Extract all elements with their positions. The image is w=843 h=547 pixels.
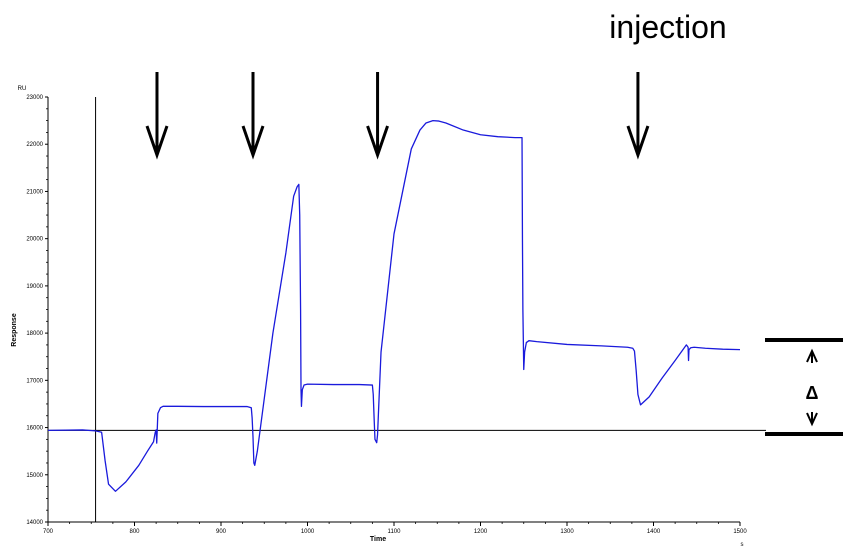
x-tick-label: 1000: [301, 529, 315, 535]
y-tick-label: 19000: [26, 284, 43, 290]
arrow-head: [626, 125, 650, 160]
x-tick-label: 1100: [388, 529, 402, 535]
x-tick-label: 1400: [647, 529, 661, 535]
x-tick-label: 1500: [733, 529, 747, 535]
arrow-head: [366, 125, 389, 160]
y-axis-title: Response: [11, 313, 18, 347]
injection-arrows: [145, 72, 650, 160]
down-arrow-icon: [626, 72, 650, 160]
x-unit-label: s: [741, 542, 744, 547]
y-tick-label: 18000: [26, 331, 43, 337]
axes-group: [47, 97, 740, 523]
y-tick-label: 16000: [26, 426, 43, 432]
x-tick-label: 800: [129, 529, 140, 535]
y-tick-label: 20000: [26, 237, 43, 243]
reference-lines: [48, 97, 766, 522]
down-arrow-icon: [145, 72, 169, 160]
y-tick-label: 21000: [26, 189, 43, 195]
down-arrow-icon: [366, 72, 389, 160]
y-tick-label: 15000: [26, 473, 43, 479]
series-group: [47, 119, 741, 492]
arrow-head: [145, 125, 169, 160]
y-tick-label: 23000: [26, 95, 43, 101]
sensorgram-line: [47, 119, 741, 492]
injection-label: injection: [609, 9, 726, 45]
y-tick-label: 22000: [26, 142, 43, 148]
delta-indicator: Δ: [765, 338, 843, 436]
x-tick-label: 1300: [560, 529, 574, 535]
x-tick-label: 900: [216, 529, 227, 535]
arrow-head: [241, 125, 265, 160]
x-axis-title: Time: [370, 536, 386, 543]
down-arrow-icon: [241, 72, 265, 160]
delta-symbol: Δ: [806, 383, 819, 403]
y-tick-label: 17000: [26, 378, 43, 384]
y-tick-label: 14000: [26, 520, 43, 526]
y-unit-label: RU: [18, 86, 27, 92]
ticks-group: 700 800 900 1000 1100 1200 1300 1400 1500 14000 15…: [26, 95, 747, 535]
x-tick-label: 1200: [474, 529, 488, 535]
x-tick-label: 700: [43, 529, 54, 535]
